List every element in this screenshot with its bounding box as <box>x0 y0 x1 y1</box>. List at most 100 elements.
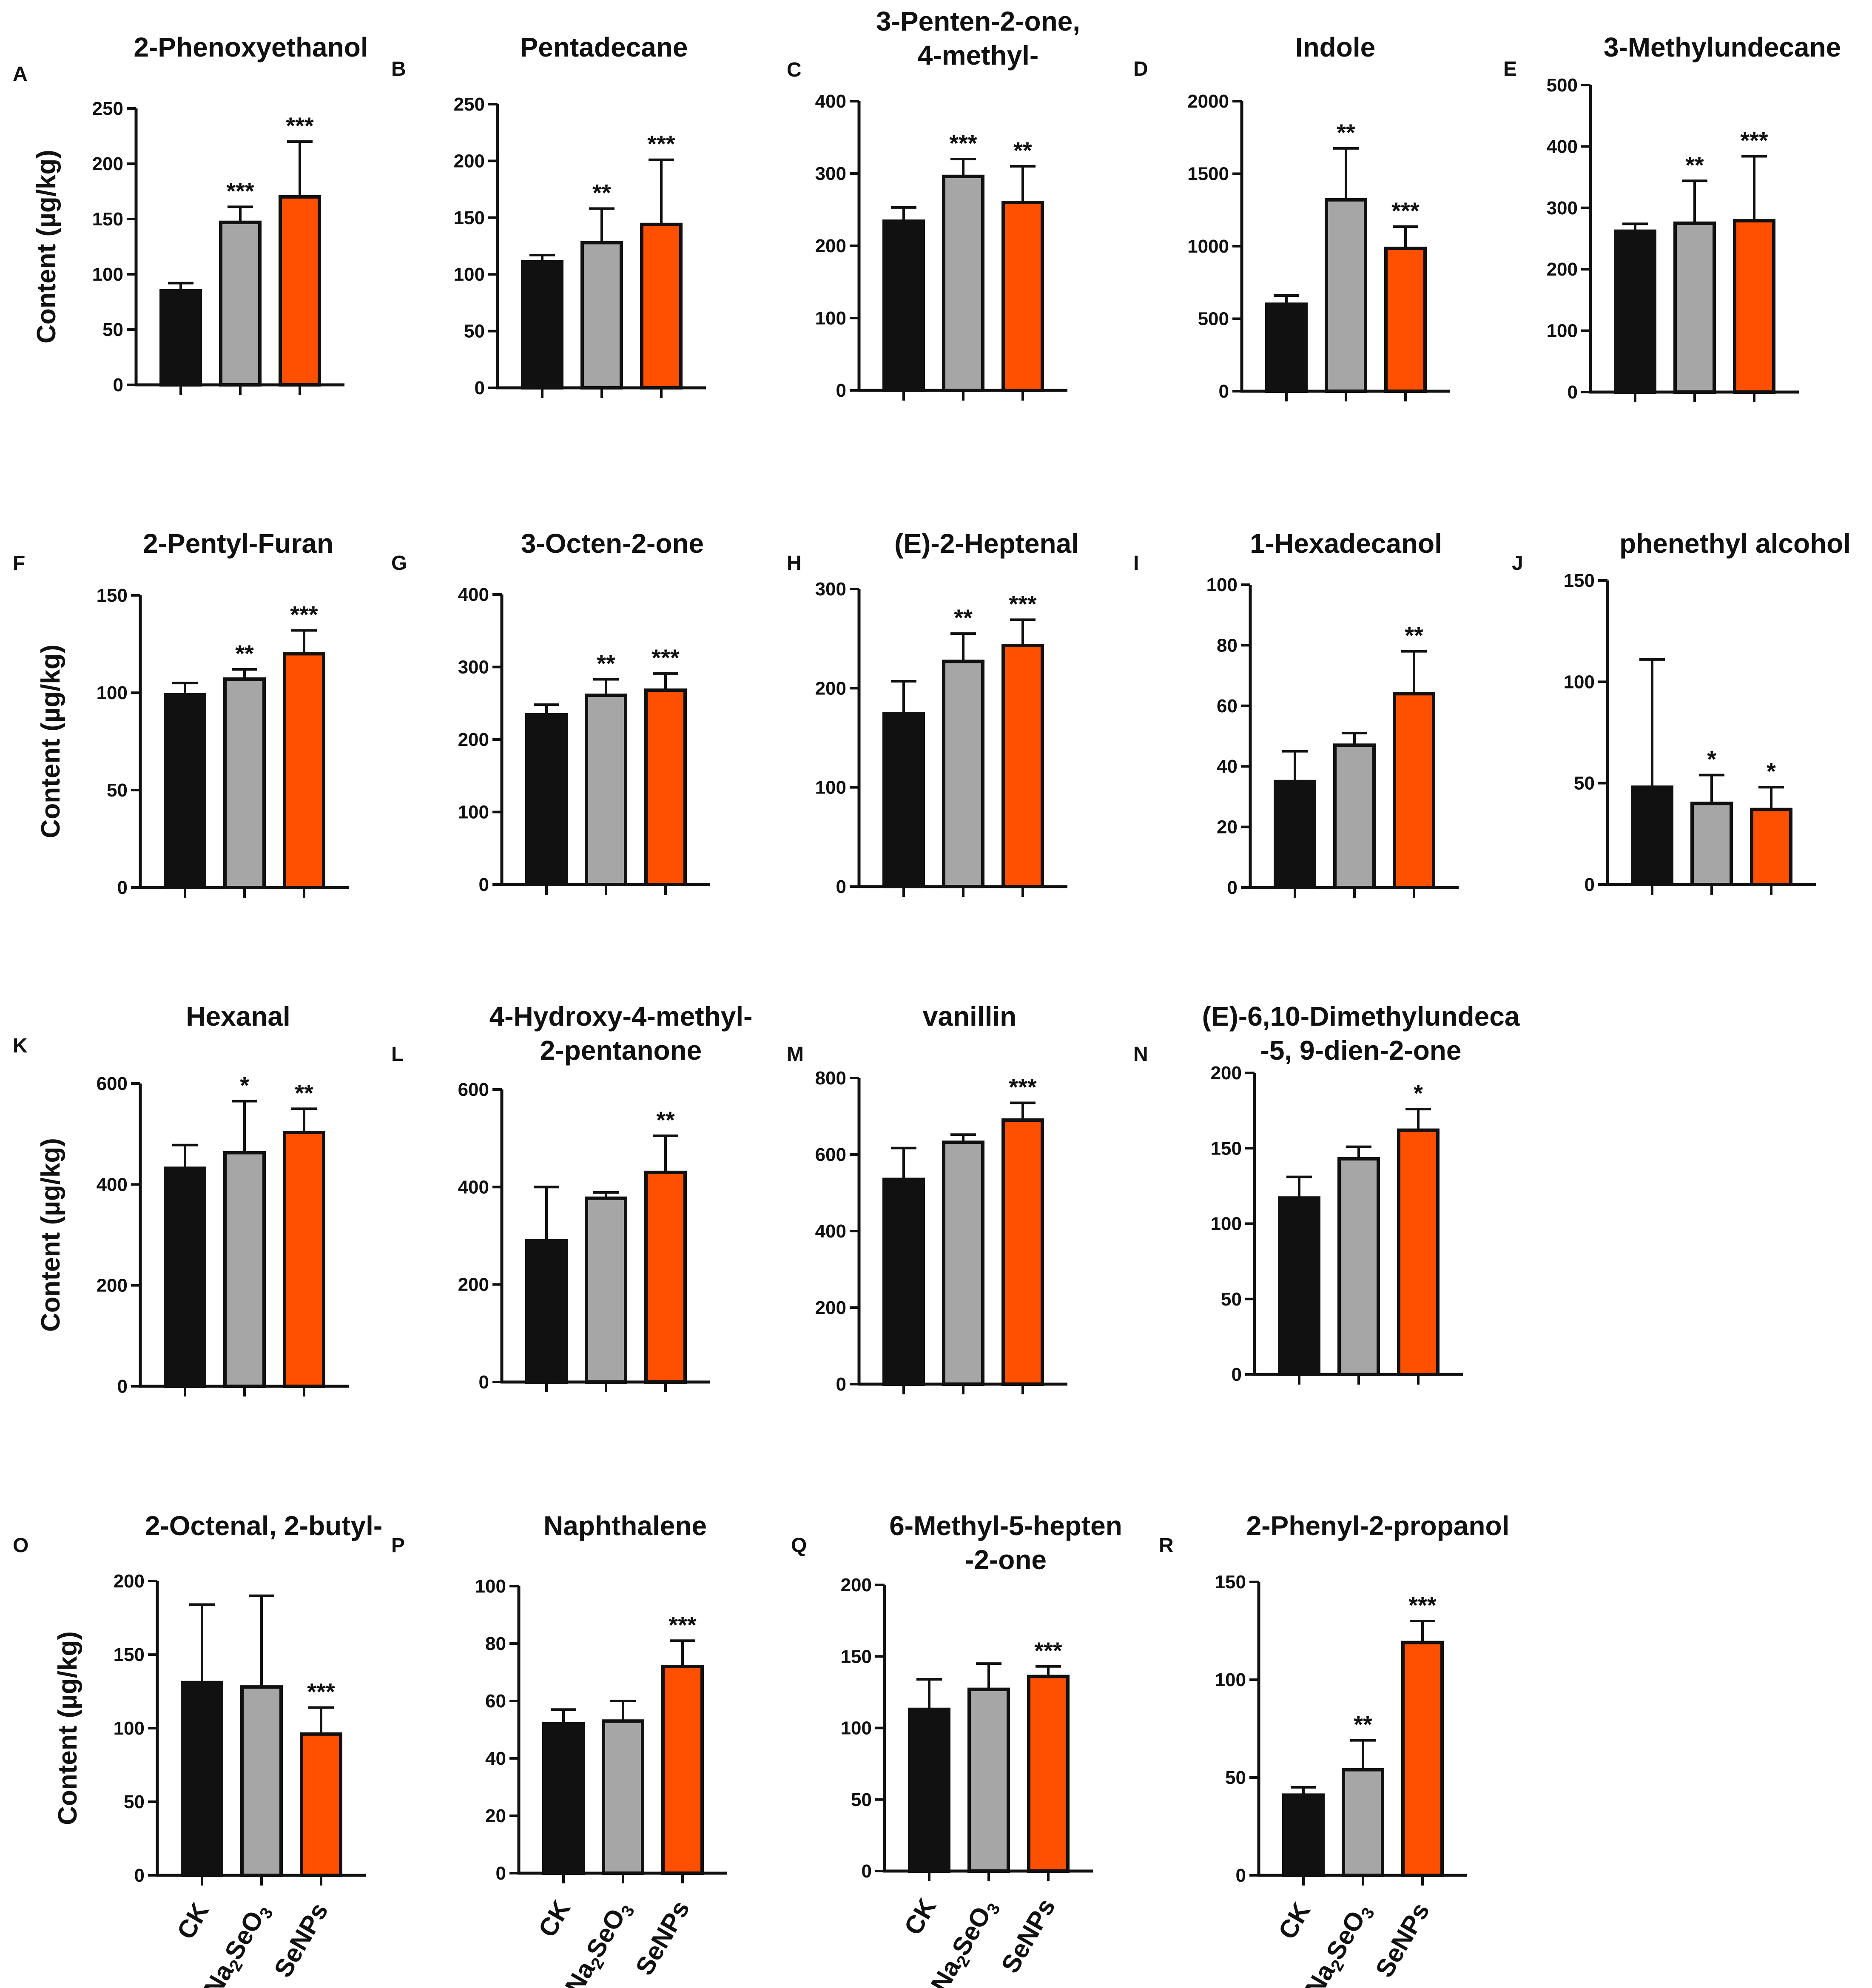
y-tick-label: 800 <box>815 1068 846 1089</box>
panel-title: 3-Methylundecane <box>1604 32 1841 63</box>
y-tick-label: 0 <box>113 375 123 395</box>
panel-title-line: 4-methyl- <box>918 40 1039 71</box>
y-tick-label: 400 <box>815 1221 846 1242</box>
y-tick-label: 150 <box>841 1646 872 1667</box>
y-tick-label: 50 <box>1225 1767 1246 1788</box>
y-tick-label: 200 <box>841 1575 872 1596</box>
y-tick-label: 50 <box>1221 1289 1242 1310</box>
y-tick-label: 0 <box>836 876 846 897</box>
x-category-label: CK <box>899 1894 942 1940</box>
bar-SeNPs <box>1001 644 1044 888</box>
panel-title-line: Naphthalene <box>543 1510 707 1541</box>
panel-title-line: 2-Octenal, 2-butyl- <box>145 1510 382 1541</box>
chart-panel-Q: Q 6-Methyl-5-hepten -2-one 0 50 100 150 200 *** C… <box>791 1510 1122 1988</box>
significance-mark: ** <box>1685 151 1704 178</box>
bar-SeNPs <box>300 1732 342 1877</box>
y-tick-label: 300 <box>458 657 489 678</box>
y-tick-label: 40 <box>485 1748 506 1769</box>
bar-SeNPs <box>283 1131 325 1388</box>
significance-mark: *** <box>1740 127 1768 154</box>
panel-title-line: 1-Hexadecanol <box>1250 528 1442 559</box>
bar-Na2SeO3 <box>942 174 984 392</box>
bar-Na2SeO3 <box>1337 1157 1380 1376</box>
bar-CK <box>164 693 206 889</box>
bar-SeNPs <box>1401 1641 1444 1877</box>
y-tick-label: 50 <box>1574 773 1595 794</box>
y-tick-label: 200 <box>454 151 485 171</box>
y-tick-label: 40 <box>1217 756 1238 777</box>
significance-mark: *** <box>1408 1592 1437 1618</box>
y-tick-label: 100 <box>454 264 485 285</box>
bar-CK <box>525 1239 568 1384</box>
x-category-label: CK <box>1273 1898 1316 1944</box>
panel-title-line: Hexanal <box>186 1001 290 1032</box>
significance-mark: ** <box>1013 137 1032 164</box>
x-category-label: CK <box>533 1896 576 1942</box>
y-tick-label: 0 <box>862 1861 872 1882</box>
y-tick-label: 250 <box>92 98 123 119</box>
significance-mark: * <box>1414 1080 1423 1106</box>
y-tick-label: 0 <box>836 380 846 401</box>
y-tick-label: 2000 <box>1187 91 1229 112</box>
bar-SeNPs <box>640 222 683 390</box>
panel-title: phenethyl alcohol <box>1619 528 1851 559</box>
panel-letter: F <box>13 552 25 575</box>
y-tick-label: 50 <box>851 1789 872 1810</box>
panel-title-line: Pentadecane <box>520 32 688 63</box>
bar-SeNPs <box>1027 1675 1070 1873</box>
panel-title: Indole <box>1295 32 1375 63</box>
bar-SeNPs <box>1393 692 1435 889</box>
bar-Na2SeO3 <box>580 241 623 390</box>
chart-panel-A: A 2-Phenoxyethanol 0 50 100 150 200 250 *** *** Co… <box>13 32 368 395</box>
y-tick-label: 100 <box>114 1718 145 1739</box>
chart-panel-C: C 3-Penten-2-one, 4-methyl- 0 100 200 300 400 **… <box>787 6 1080 401</box>
y-tick-label: 200 <box>1211 1063 1242 1084</box>
y-tick-label: 0 <box>1236 1865 1246 1886</box>
panel-title: 6-Methyl-5-hepten -2-one <box>889 1510 1122 1575</box>
bar-CK <box>1278 1196 1320 1377</box>
panel-letter: G <box>391 552 407 575</box>
significance-mark: * <box>240 1072 249 1099</box>
y-tick-label: 400 <box>97 1174 128 1195</box>
significance-mark: ** <box>295 1079 313 1106</box>
significance-mark: *** <box>647 131 675 157</box>
significance-mark: *** <box>307 1678 335 1705</box>
panel-title: 1-Hexadecanol <box>1250 528 1442 559</box>
y-tick-label: 600 <box>97 1073 128 1094</box>
panel-letter: Q <box>791 1534 807 1557</box>
y-tick-label: 50 <box>124 1792 145 1812</box>
y-tick-label: 600 <box>815 1144 846 1165</box>
y-tick-label: 60 <box>485 1691 506 1712</box>
y-tick-label: 50 <box>102 319 123 340</box>
significance-mark: *** <box>669 1611 697 1638</box>
bar-CK <box>882 1177 925 1386</box>
bar-Na2SeO3 <box>1333 743 1376 889</box>
y-tick-label: 150 <box>454 208 485 228</box>
panel-title: Hexanal <box>186 1001 290 1032</box>
y-tick-label: 0 <box>117 877 128 898</box>
significance-mark: *** <box>286 112 314 139</box>
bar-CK <box>908 1707 950 1873</box>
bar-CK <box>542 1722 585 1875</box>
y-tick-label: 60 <box>1217 696 1238 717</box>
bar-SeNPs <box>661 1665 704 1875</box>
y-tick-label: 1500 <box>1187 164 1229 185</box>
y-tick-label: 200 <box>815 1297 846 1318</box>
panel-title-line: 3-Methylundecane <box>1604 32 1841 63</box>
y-tick-label: 150 <box>92 209 123 230</box>
significance-mark: *** <box>1034 1637 1062 1664</box>
panel-title-line: 4-Hydroxy-4-methyl- <box>489 1001 753 1032</box>
panel-title-line: Indole <box>1295 32 1375 63</box>
y-tick-label: 500 <box>1198 309 1229 330</box>
panel-title-line: 3-Penten-2-one, <box>876 6 1080 37</box>
panel-letter: E <box>1503 58 1517 80</box>
y-tick-label: 50 <box>464 321 485 342</box>
y-tick-label: 0 <box>479 874 489 895</box>
panel-letter: C <box>787 59 802 81</box>
chart-panel-L: L 4-Hydroxy-4-methyl-2-pentanone 0 200 400 60… <box>391 1001 752 1393</box>
y-tick-label: 300 <box>815 163 846 184</box>
bar-CK <box>1274 779 1316 890</box>
y-axis-label: Content (µg/kg) <box>36 645 65 839</box>
significance-mark: *** <box>290 601 318 628</box>
